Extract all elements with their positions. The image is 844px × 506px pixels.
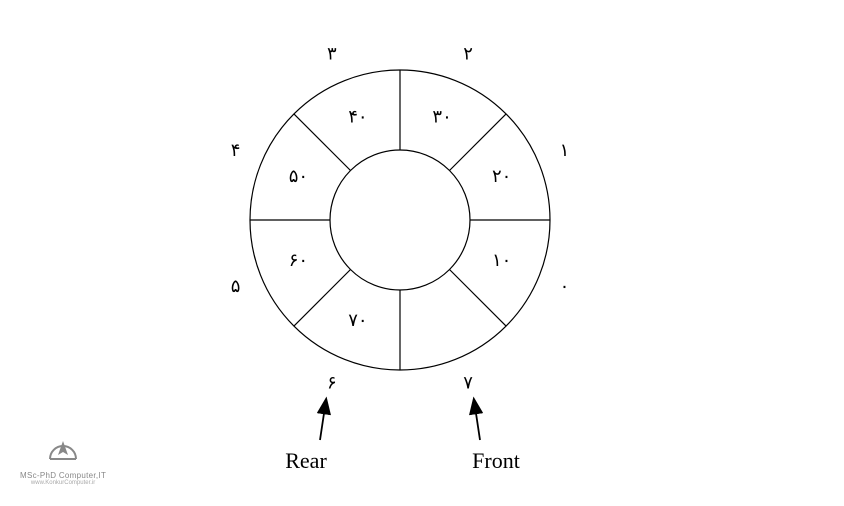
position-index: ۵: [231, 276, 241, 296]
front-pointer-label: Front: [472, 448, 520, 473]
circular-queue: ۱۰ ۲۰ ۳۰ ۴۰ ۵۰ ۶۰ ۷۰ ۰ ۱ ۲ ۳ ۴ ۵ ۶ ۷: [231, 44, 570, 393]
rear-pointer-label: Rear: [285, 448, 327, 473]
segment-value: ۳۰: [432, 106, 451, 126]
rear-pointer-arrow: [320, 400, 326, 440]
logo-line1: MSc-PhD Computer,IT: [20, 471, 106, 480]
pen-icon: [46, 435, 80, 469]
logo-line2: www.KonkurComputer.ir: [31, 480, 95, 486]
segment-value: ۵۰: [289, 166, 308, 186]
front-pointer-arrow: [474, 400, 480, 440]
position-index: ۳: [327, 44, 337, 64]
position-index: ۱: [560, 140, 570, 160]
segment-value: ۶۰: [289, 250, 308, 270]
position-index: ۶: [327, 373, 337, 393]
segment-value: ۴۰: [348, 106, 367, 126]
position-index: ۷: [463, 373, 473, 393]
position-index: ۴: [231, 140, 241, 160]
circular-queue-svg: ۱۰ ۲۰ ۳۰ ۴۰ ۵۰ ۶۰ ۷۰ ۰ ۱ ۲ ۳ ۴ ۵ ۶ ۷ Rear Front: [0, 0, 844, 506]
position-index: ۰: [560, 276, 570, 296]
watermark-logo: MSc-PhD Computer,IT www.KonkurComputer.i…: [20, 435, 106, 486]
segment-value: ۱۰: [492, 250, 511, 270]
diagram-stage: ۱۰ ۲۰ ۳۰ ۴۰ ۵۰ ۶۰ ۷۰ ۰ ۱ ۲ ۳ ۴ ۵ ۶ ۷ Rear Front MSc-PhD…: [0, 0, 844, 506]
segment-value: ۷۰: [348, 310, 367, 330]
position-index: ۲: [463, 44, 473, 64]
segment-value: ۲۰: [492, 166, 511, 186]
pointer-arrows: Rear Front: [285, 400, 520, 473]
